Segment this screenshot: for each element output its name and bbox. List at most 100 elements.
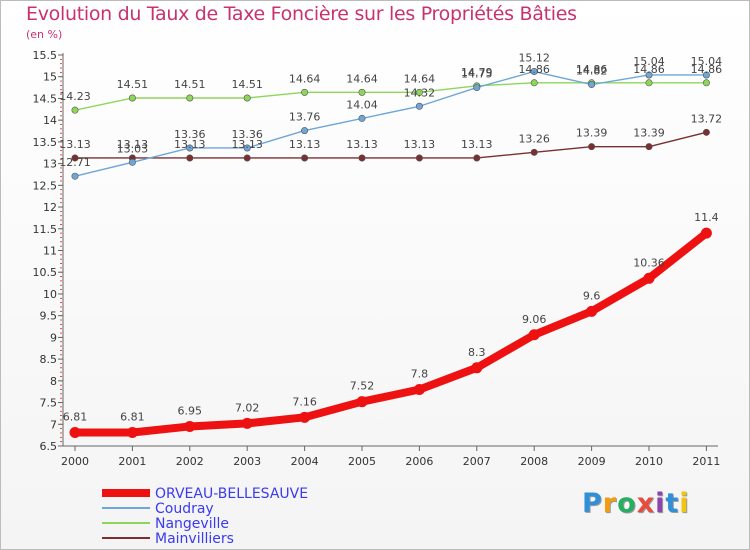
y-tick-label: 11.5: [33, 223, 58, 236]
data-point: [530, 68, 538, 76]
series-line-orveau-bellesauve: [71, 229, 711, 437]
data-point: [588, 81, 596, 89]
y-tick-label: 10: [43, 288, 57, 301]
data-point: [528, 329, 540, 341]
data-label: 13.39: [633, 127, 665, 140]
chart-title: Evolution du Taux de Taxe Foncière sur l…: [26, 3, 577, 25]
data-label: 6.95: [178, 404, 203, 417]
data-point: [128, 158, 136, 166]
data-label: 13.13: [59, 138, 91, 151]
data-label: 14.86: [633, 63, 665, 76]
legend-label: Nangeville: [155, 516, 229, 532]
data-label: 14.86: [576, 63, 608, 76]
data-labels: 13.13 13.13 13.13 13.13 13.13 13.13 13.13 13.13…: [59, 52, 722, 424]
data-label: 6.81: [120, 411, 145, 424]
y-tick-label: 12: [43, 201, 57, 214]
data-point: [301, 154, 309, 162]
data-point: [645, 143, 653, 151]
data-label: 14.75: [461, 68, 493, 81]
data-point: [702, 79, 710, 87]
data-point: [301, 127, 309, 135]
data-point: [71, 172, 79, 180]
logo-letter: r: [602, 488, 618, 519]
series-line-coudray: [74, 70, 708, 177]
data-point: [700, 227, 712, 239]
data-point: [473, 84, 481, 92]
y-tick-label: 15.5: [33, 49, 58, 62]
y-tick-label: 6.5: [40, 440, 58, 453]
data-point: [243, 94, 251, 102]
data-label: 14.86: [518, 63, 550, 76]
data-label: 14.79: [461, 66, 493, 79]
data-label: 14.04: [346, 98, 378, 111]
data-point: [473, 154, 481, 162]
data-label: 14.64: [404, 72, 436, 85]
y-tick-label: 11: [43, 245, 57, 258]
data-label: 6.81: [63, 411, 88, 424]
y-tick-label: 12.5: [33, 179, 58, 192]
data-label: 13.13: [404, 138, 436, 151]
x-tick-label: 2006: [405, 455, 433, 468]
series-line-mainvilliers: [74, 131, 708, 159]
data-label: 13.13: [117, 138, 149, 151]
y-tick-label: 7: [50, 418, 57, 431]
data-label: 15.04: [691, 55, 723, 68]
data-label: 14.82: [576, 65, 608, 78]
data-point: [702, 128, 710, 136]
data-point: [71, 106, 79, 114]
y-tick-label: 9: [50, 331, 57, 344]
data-point: [358, 114, 366, 122]
proxiti-logo: Proxiti: [582, 488, 690, 519]
data-label: 14.64: [289, 72, 321, 85]
x-tick-label: 2009: [578, 455, 606, 468]
data-label: 13.13: [346, 138, 378, 151]
data-point: [358, 88, 366, 96]
data-point: [126, 427, 138, 439]
x-tick-label: 2008: [520, 455, 548, 468]
data-point: [301, 88, 309, 96]
y-tick-label: 13.5: [33, 136, 58, 149]
data-point: [702, 71, 710, 79]
data-point: [356, 396, 368, 408]
data-point: [413, 384, 425, 396]
data-point: [588, 143, 596, 151]
y-tick-label: 8: [50, 375, 57, 388]
x-tick-label: 2007: [463, 455, 491, 468]
data-label: 7.02: [235, 401, 260, 414]
logo-letter: i: [655, 488, 666, 519]
data-label: 14.86: [691, 63, 723, 76]
data-label: 14.64: [346, 72, 378, 85]
x-tick-label: 2004: [291, 455, 319, 468]
x-tick-label: 2005: [348, 455, 376, 468]
series-line-nangeville: [74, 82, 708, 111]
data-point: [241, 417, 253, 429]
data-point: [645, 71, 653, 79]
data-point: [645, 79, 653, 87]
data-point: [243, 144, 251, 152]
x-tick-label: 2002: [176, 455, 204, 468]
data-label: 7.52: [350, 380, 375, 393]
data-label: 14.51: [174, 78, 206, 91]
data-label: 13.36: [231, 128, 263, 141]
data-label: 13.36: [174, 128, 206, 141]
data-label: 14.51: [231, 78, 263, 91]
legend-label: Mainvilliers: [155, 531, 234, 547]
x-tick-label: 2000: [61, 455, 89, 468]
y-tick-label: 15: [43, 71, 57, 84]
data-label: 11.4: [694, 211, 719, 224]
series-layer: [69, 68, 712, 439]
data-point: [586, 305, 598, 317]
data-label: 13.13: [231, 138, 263, 151]
data-label: 12.71: [59, 156, 91, 169]
y-tick-label: 8.5: [40, 353, 58, 366]
y-tick-label: 7.5: [40, 397, 58, 410]
y-tick-label: 9.5: [40, 310, 58, 323]
y-tick-label: 10.5: [33, 266, 58, 279]
data-point: [243, 154, 251, 162]
logo-letter: P: [582, 488, 603, 519]
x-tick-label: 2011: [692, 455, 720, 468]
logo-letter: i: [679, 488, 690, 519]
data-point: [415, 88, 423, 96]
data-point: [358, 154, 366, 162]
